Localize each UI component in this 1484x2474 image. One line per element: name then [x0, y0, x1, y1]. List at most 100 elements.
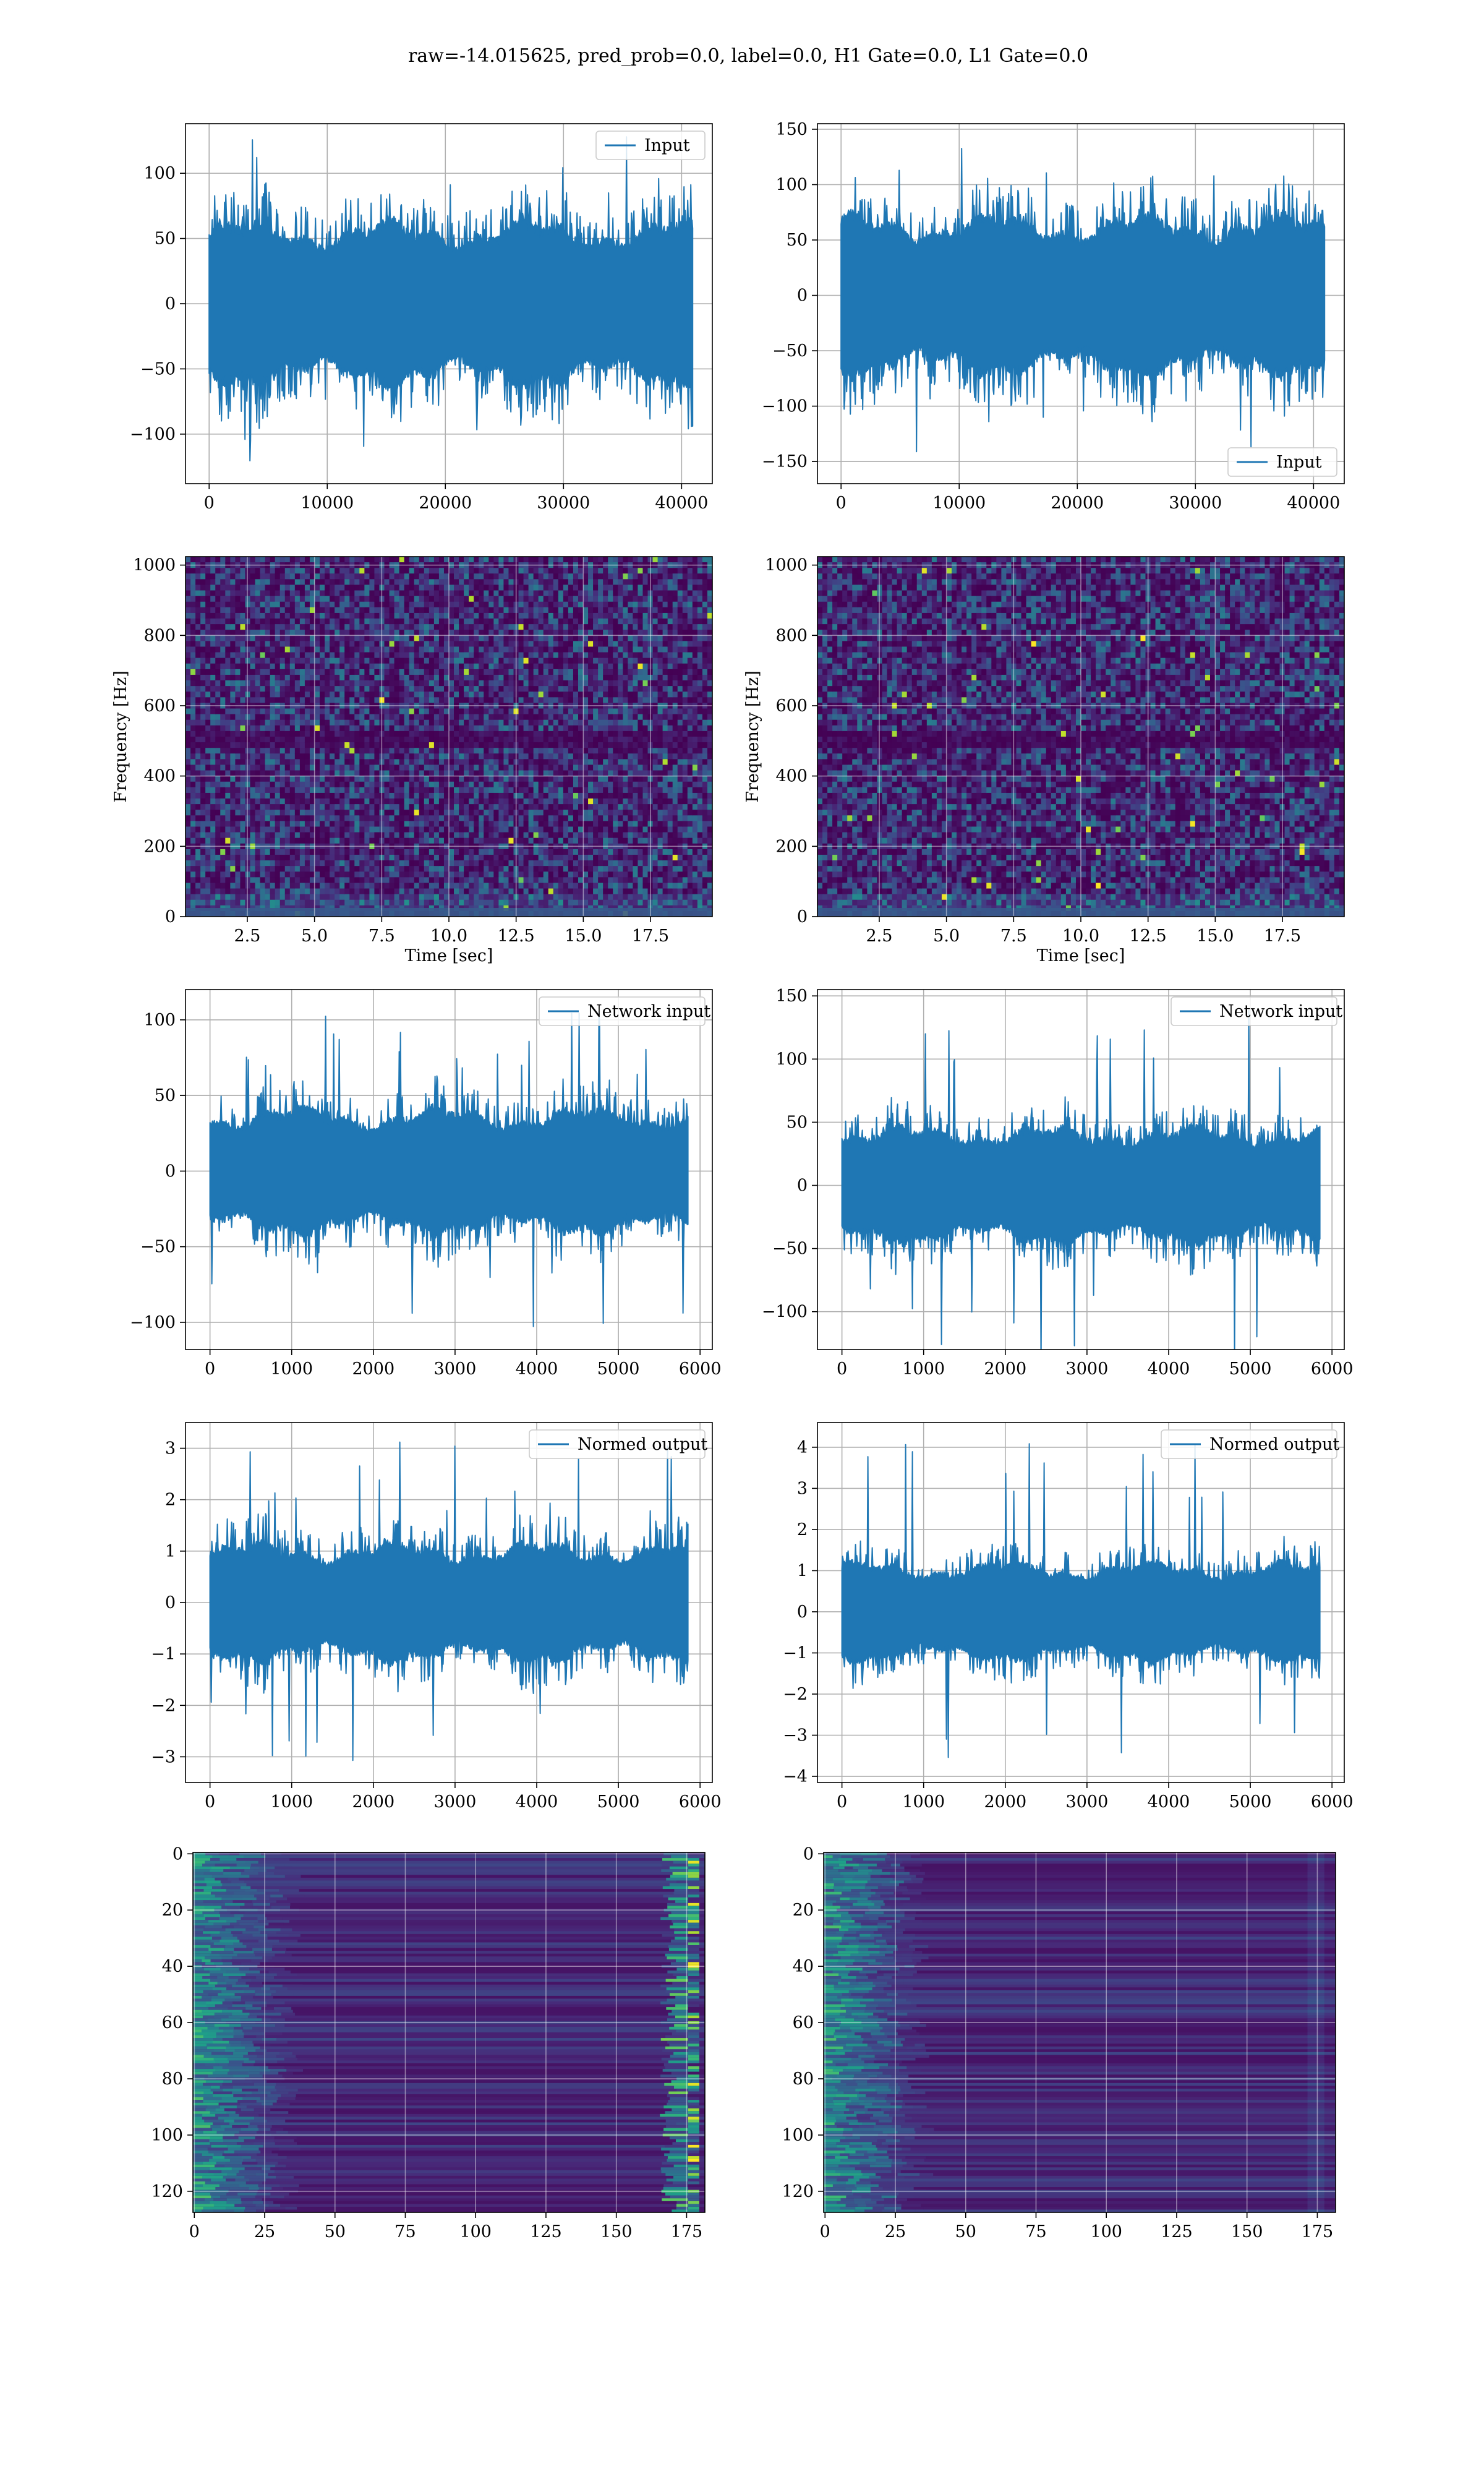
- heatmap-cell: [379, 557, 385, 563]
- heatmap-cell: [304, 764, 310, 771]
- heatmap-cell: [195, 646, 201, 653]
- heatmap-cell: [404, 607, 410, 614]
- heatmap-cell: [488, 899, 494, 906]
- heatmap-cell: [344, 703, 350, 709]
- heatmap-cell: [279, 612, 286, 619]
- heatmap-cell: [513, 804, 519, 810]
- heatmap-cell: [289, 804, 296, 810]
- heatmap-cell: [270, 624, 276, 630]
- heatmap-cell: [210, 646, 216, 653]
- heatmap-cell: [404, 725, 410, 732]
- heatmap-cell: [215, 837, 221, 844]
- heatmap-cell: [330, 652, 335, 659]
- heatmap-cell: [498, 787, 505, 794]
- heatmap-cell: [389, 557, 395, 563]
- heatmap-cell: [330, 860, 335, 867]
- heatmap-cell: [225, 798, 231, 805]
- heatmap-cell: [374, 630, 380, 636]
- heatmap-cell: [294, 641, 301, 648]
- heatmap-cell: [289, 748, 296, 754]
- heatmap-cell: [245, 607, 251, 614]
- heatmap-cell: [543, 871, 549, 878]
- heatmap-cell: [304, 601, 310, 608]
- heatmap-cell: [325, 652, 330, 659]
- heatmap-cell: [464, 568, 469, 574]
- heatmap-cell: [354, 708, 360, 715]
- heatmap-cell: [364, 894, 370, 901]
- heatmap-cell: [384, 703, 390, 709]
- heatmap-cell: [299, 737, 305, 743]
- heatmap-cell: [275, 607, 281, 614]
- heatmap-cell: [230, 641, 236, 648]
- heatmap-cell: [190, 737, 196, 743]
- heatmap-cell: [479, 618, 484, 625]
- heatmap-cell: [200, 815, 206, 821]
- heatmap-cell: [449, 568, 454, 574]
- heatmap-cell: [299, 573, 305, 580]
- heatmap-cell: [215, 624, 221, 630]
- heatmap-cell: [250, 871, 256, 878]
- heatmap-cell: [230, 804, 236, 810]
- heatmap-cell: [409, 680, 415, 687]
- heatmap-cell: [424, 703, 430, 709]
- heatmap-cell: [304, 759, 310, 766]
- heatmap-cell: [449, 674, 454, 681]
- heatmap-cell: [479, 590, 484, 597]
- heatmap-cell: [369, 764, 375, 771]
- heatmap-cell: [284, 849, 291, 855]
- heatmap-cell: [409, 826, 415, 833]
- heatmap-cell: [255, 877, 261, 884]
- heatmap-cell: [479, 792, 484, 799]
- heatmap-cell: [419, 652, 425, 659]
- heatmap-cell: [299, 764, 305, 771]
- heatmap-cell: [304, 815, 310, 821]
- heatmap-cell: [250, 691, 256, 698]
- heatmap-cell: [215, 618, 221, 625]
- heatmap-cell: [548, 810, 554, 816]
- heatmap-cell: [464, 686, 469, 692]
- heatmap-cell: [359, 810, 365, 816]
- heatmap-cell: [190, 635, 196, 641]
- heatmap-cell: [335, 596, 340, 602]
- heatmap-cell: [558, 674, 564, 681]
- heatmap-cell: [389, 714, 395, 721]
- heatmap-cell: [523, 742, 529, 748]
- heatmap-cell: [339, 624, 345, 630]
- heatmap-cell: [563, 680, 569, 687]
- heatmap-cell: [320, 635, 325, 641]
- heatmap-cell: [379, 579, 385, 586]
- heatmap-cell: [220, 719, 226, 726]
- heatmap-cell: [289, 641, 296, 648]
- heatmap-cell: [429, 821, 435, 828]
- heatmap-cell: [459, 815, 464, 821]
- heatmap-cell: [369, 826, 375, 833]
- heatmap-cell: [379, 894, 385, 901]
- heatmap-cell: [275, 776, 281, 782]
- heatmap-cell: [186, 557, 191, 563]
- heatmap-cell: [454, 607, 459, 614]
- heatmap-cell: [200, 646, 206, 653]
- heatmap-cell: [508, 730, 514, 737]
- heatmap-cell: [309, 883, 315, 889]
- heatmap-cell: [299, 708, 305, 715]
- heatmap-cell: [454, 764, 459, 771]
- heatmap-cell: [275, 596, 281, 602]
- heatmap-cell: [399, 719, 405, 726]
- heatmap-cell: [330, 764, 335, 771]
- heatmap-cell: [518, 601, 524, 608]
- heatmap-cell: [528, 557, 534, 563]
- heatmap-cell: [503, 742, 510, 748]
- heatmap-cell: [230, 607, 236, 614]
- heatmap-cell: [240, 584, 246, 591]
- heatmap-cell: [220, 691, 226, 698]
- heatmap-cell: [364, 742, 370, 748]
- heatmap-cell: [389, 612, 395, 619]
- heatmap-cell: [265, 804, 271, 810]
- heatmap-cell: [279, 826, 286, 833]
- heatmap-cell: [469, 607, 474, 614]
- heatmap-cell: [474, 568, 479, 574]
- heatmap-cell: [294, 787, 301, 794]
- heatmap-cell: [438, 669, 445, 675]
- heatmap-cell: [488, 837, 494, 844]
- heatmap-cell: [230, 669, 236, 675]
